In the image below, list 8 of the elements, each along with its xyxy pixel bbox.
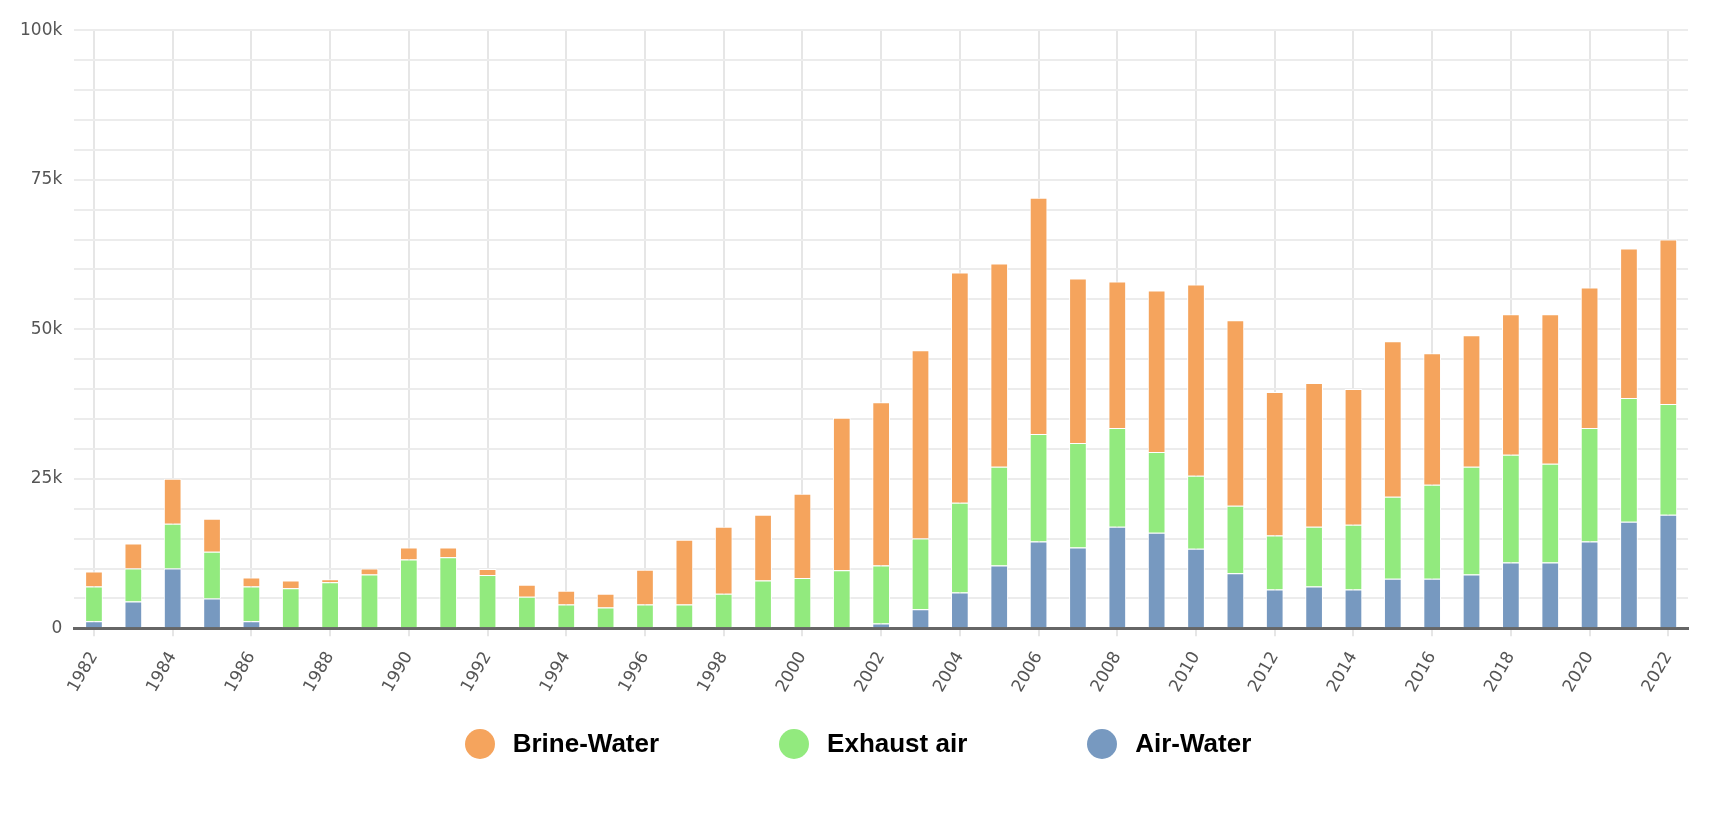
y-tick-label: 75k bbox=[30, 168, 63, 189]
y-tick-label: 50k bbox=[30, 317, 63, 338]
legend-label: Brine-Water bbox=[512, 728, 660, 759]
legend-label: Air-Water bbox=[1135, 728, 1252, 759]
y-tick-label: 100k bbox=[20, 18, 63, 39]
y-tick-label: 25k bbox=[30, 467, 63, 488]
legend-label: Exhaust air bbox=[827, 728, 968, 759]
y-tick-label: 0 bbox=[51, 616, 63, 637]
